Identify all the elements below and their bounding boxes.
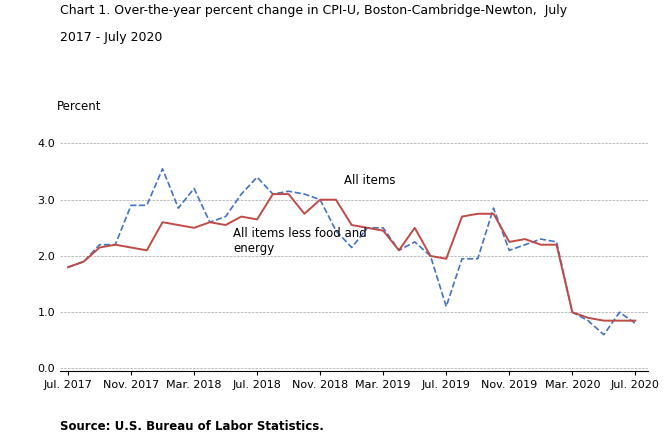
Text: All items: All items xyxy=(344,174,395,187)
Text: 2017 - July 2020: 2017 - July 2020 xyxy=(60,31,162,44)
Text: Source: U.S. Bureau of Labor Statistics.: Source: U.S. Bureau of Labor Statistics. xyxy=(60,420,324,433)
Text: Chart 1. Over-the-year percent change in CPI-U, Boston-Cambridge-Newton,  July: Chart 1. Over-the-year percent change in… xyxy=(60,4,567,17)
Text: Percent: Percent xyxy=(57,100,102,113)
Text: All items less food and
energy: All items less food and energy xyxy=(234,227,367,255)
